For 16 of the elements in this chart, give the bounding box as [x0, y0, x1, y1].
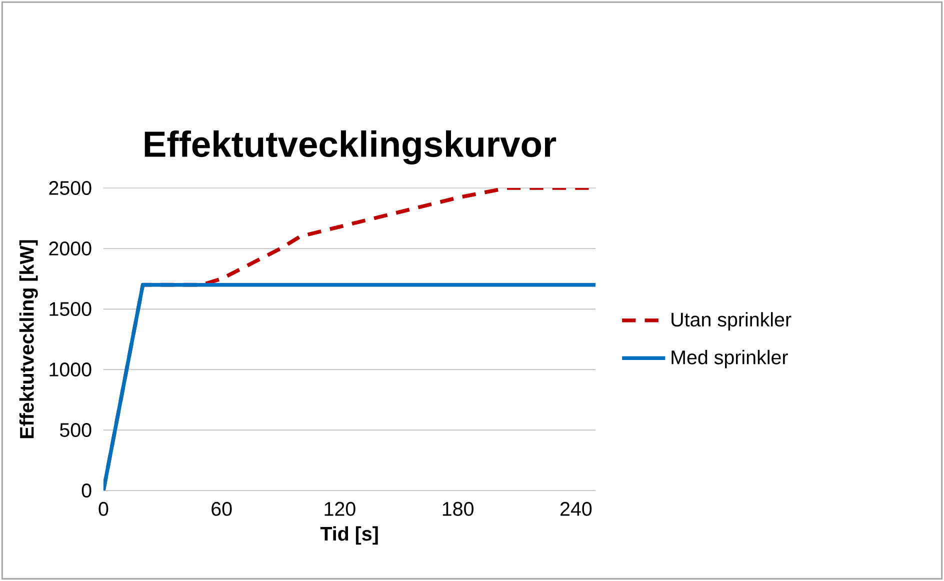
y-axis-title: Effektutveckling [kW] — [19, 240, 38, 438]
x-tick-label: 0 — [98, 502, 108, 516]
x-tick-label: 60 — [212, 502, 232, 516]
x-tick-label: 120 — [324, 502, 356, 516]
x-tick-label: 240 — [560, 502, 592, 516]
y-tick-label: 2500 — [49, 181, 92, 195]
y-tick-label: 1000 — [50, 362, 92, 376]
y-tick-label: 2000 — [49, 242, 92, 256]
x-axis-title: Tid [s] — [320, 526, 378, 545]
y-tick-label: 500 — [60, 423, 92, 437]
legend-label: Med sprinkler — [672, 350, 788, 368]
x-tick-label: 180 — [442, 502, 474, 516]
y-tick-label: 1500 — [50, 302, 92, 316]
chart-title: Effektutvecklingskurvor — [144, 130, 556, 164]
y-tick-label: 0 — [82, 484, 92, 498]
legend-label: Utan sprinkler — [672, 312, 792, 330]
